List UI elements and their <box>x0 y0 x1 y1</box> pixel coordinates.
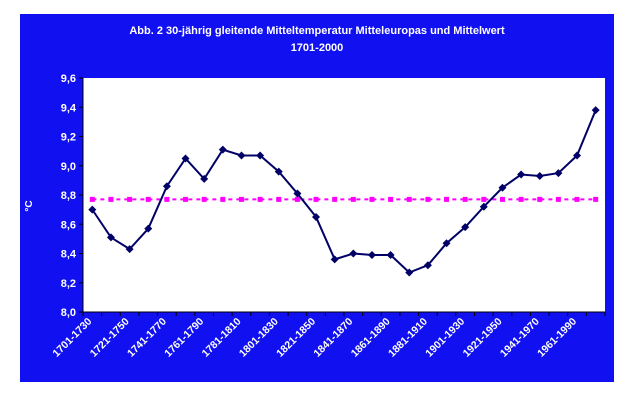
y-tick-label: 9,2 <box>61 132 76 144</box>
x-tick-label: 1741-1770 <box>125 316 169 360</box>
temperature-marker <box>162 182 171 191</box>
y-tick-label: 8,4 <box>61 249 77 261</box>
mean-marker <box>518 196 524 202</box>
chart: Abb. 2 30-jährig gleitende Mitteltempera… <box>24 25 606 360</box>
y-tick-label: 8,6 <box>61 219 76 231</box>
temperature-marker <box>554 169 563 178</box>
x-tick-label: 1901-1930 <box>423 316 467 360</box>
temperature-marker <box>479 202 488 211</box>
temperature-marker <box>88 205 97 214</box>
temperature-marker <box>218 145 227 154</box>
series-mean <box>89 196 599 202</box>
mean-marker <box>555 196 561 202</box>
mean-marker <box>425 196 431 202</box>
x-tick-labels: 1701-17301721-17501741-17701761-17901781… <box>50 312 606 360</box>
temperature-marker <box>200 174 209 183</box>
temperature-marker <box>274 167 283 176</box>
temperature-marker <box>256 151 265 160</box>
mean-marker <box>294 196 300 202</box>
x-tick-label: 1961-1990 <box>535 316 579 360</box>
y-ticks: 8,0 8,2 8,4 8,6 8,8 9,0 9,2 9,4 9,6 <box>61 73 83 319</box>
mean-marker <box>220 196 226 202</box>
chart-subtitle: 1701-2000 <box>291 42 344 54</box>
x-tick-label: 1701-1730 <box>50 316 94 360</box>
mean-marker <box>593 196 599 202</box>
y-tick-label: 9,0 <box>61 161 76 173</box>
temperature-marker <box>367 250 376 259</box>
x-tick-label: 1721-1750 <box>88 316 132 360</box>
mean-marker <box>369 196 375 202</box>
mean-marker <box>313 196 319 202</box>
mean-marker <box>89 196 95 202</box>
temperature-marker <box>106 233 115 242</box>
temperature-marker <box>498 183 507 192</box>
mean-marker <box>574 196 580 202</box>
temperature-marker <box>461 223 470 232</box>
mean-marker <box>257 196 263 202</box>
x-tick-label: 1941-1970 <box>498 316 542 360</box>
x-tick-label: 1861-1890 <box>349 316 393 360</box>
mean-marker <box>388 196 394 202</box>
chart-frame: Abb. 2 30-jährig gleitende Mitteltempera… <box>20 14 614 382</box>
temperature-marker <box>535 171 544 180</box>
temperature-line <box>91 109 597 274</box>
mean-marker <box>537 196 543 202</box>
x-tick-label: 1921-1950 <box>461 316 505 360</box>
temperature-marker <box>386 250 395 259</box>
chart-title: Abb. 2 30-jährig gleitende Mitteltempera… <box>129 25 505 37</box>
temperature-marker <box>573 151 582 160</box>
x-tick-label: 1761-1790 <box>162 316 206 360</box>
series-temperature <box>88 106 600 277</box>
mean-marker <box>276 196 282 202</box>
temperature-marker <box>312 212 321 221</box>
temperature-marker <box>591 106 600 115</box>
mean-marker <box>462 196 468 202</box>
temperature-marker <box>125 245 134 254</box>
y-tick-label: 8,0 <box>61 307 76 319</box>
y-tick-label: 8,2 <box>61 278 76 290</box>
temperature-marker <box>517 170 526 179</box>
mean-marker <box>238 196 244 202</box>
x-tick-label: 1841-1870 <box>311 316 355 360</box>
mean-marker <box>145 196 151 202</box>
x-tick-label: 1881-1910 <box>386 316 430 360</box>
mean-marker <box>108 196 114 202</box>
mean-marker <box>183 196 189 202</box>
mean-marker <box>444 196 450 202</box>
temperature-marker <box>144 224 153 233</box>
mean-marker <box>499 196 505 202</box>
x-tick-label: 1821-1850 <box>274 316 318 360</box>
mean-marker <box>481 196 487 202</box>
temperature-marker <box>349 249 358 258</box>
temperature-marker <box>442 239 451 248</box>
x-tick-label: 1801-1830 <box>237 316 281 360</box>
y-axis-label: °C <box>24 200 35 211</box>
temperature-marker <box>405 268 414 277</box>
plot-area <box>83 78 605 312</box>
temperature-marker <box>423 261 432 270</box>
temperature-marker <box>237 151 246 160</box>
temperature-marker <box>330 255 339 264</box>
mean-marker <box>332 196 338 202</box>
x-tick-label: 1781-1810 <box>200 316 244 360</box>
mean-marker <box>164 196 170 202</box>
mean-marker <box>201 196 207 202</box>
temperature-marker <box>181 154 190 163</box>
mean-marker <box>350 196 356 202</box>
mean-marker <box>127 196 133 202</box>
mean-marker <box>406 196 412 202</box>
temperature-marker <box>293 189 302 198</box>
y-tick-label: 8,8 <box>61 190 76 202</box>
y-tick-label: 9,6 <box>61 73 76 85</box>
y-tick-label: 9,4 <box>61 102 77 114</box>
